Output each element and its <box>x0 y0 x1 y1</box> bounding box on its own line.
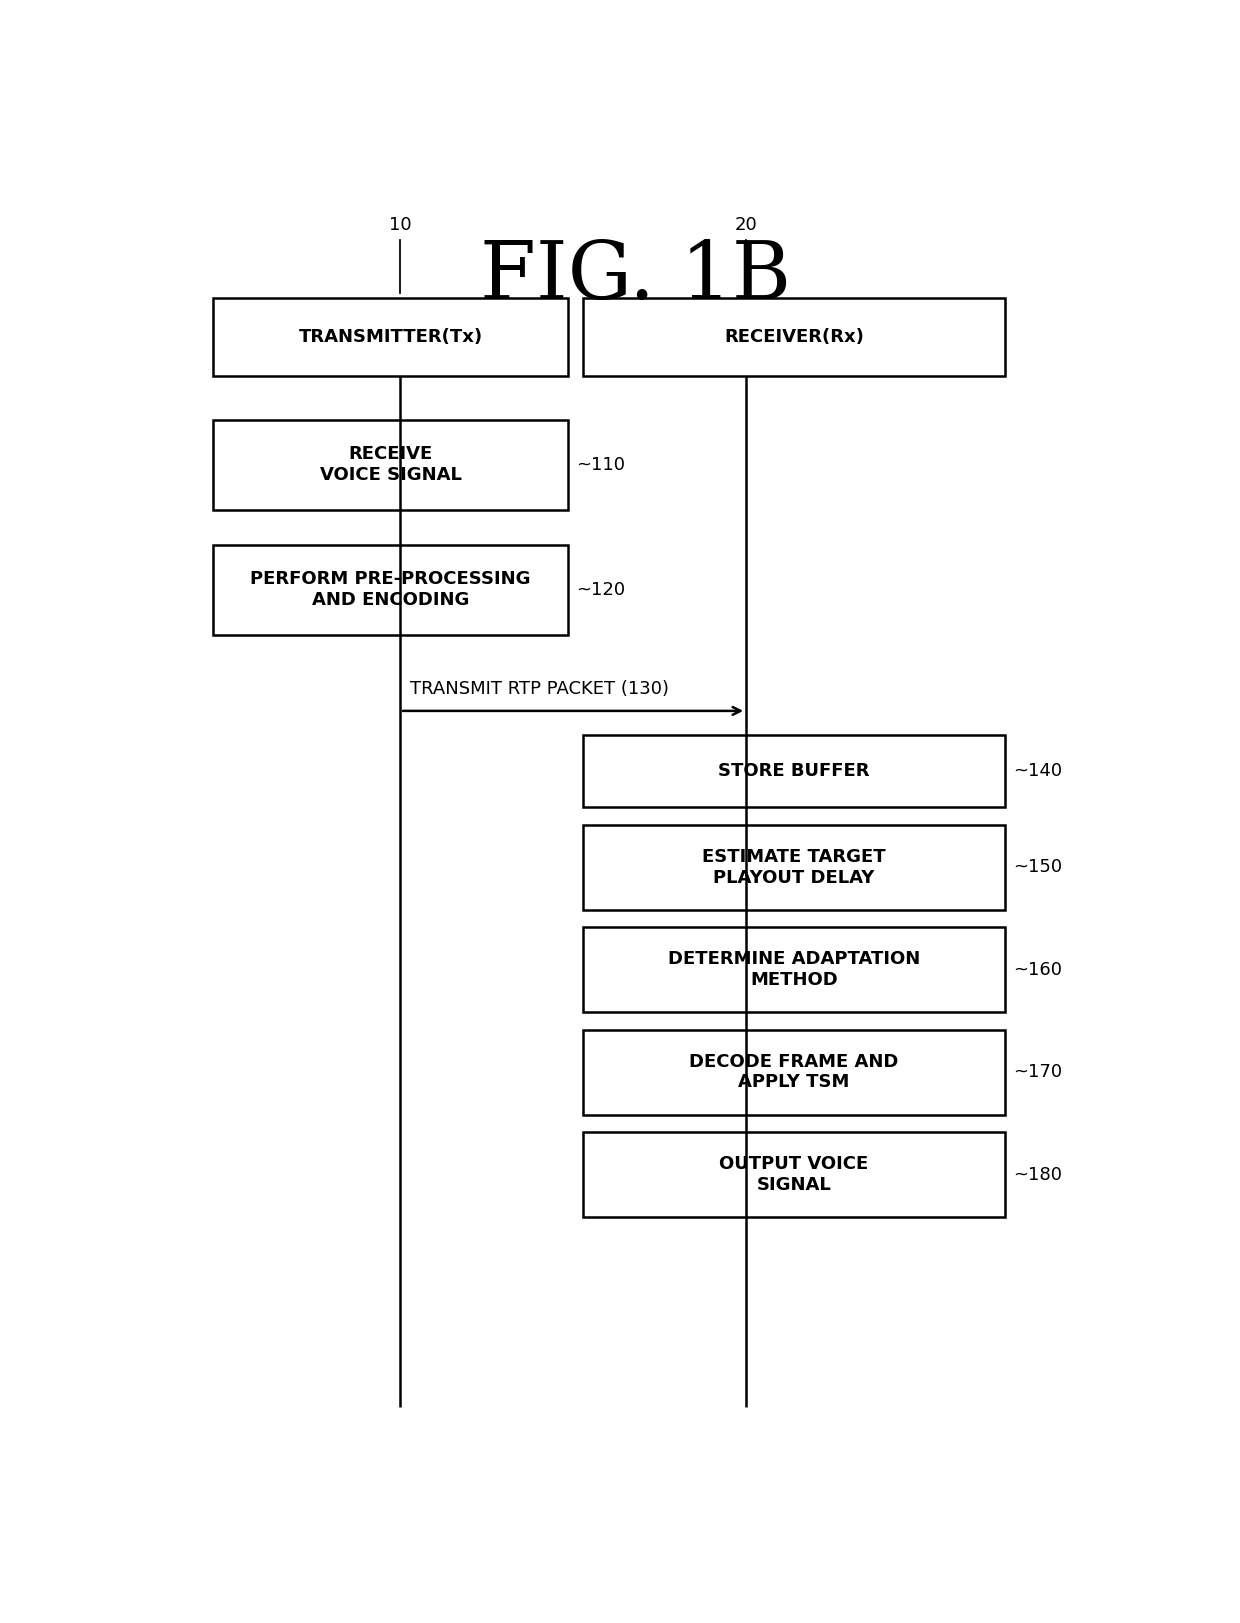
Text: TRANSMIT RTP PACKET (130): TRANSMIT RTP PACKET (130) <box>409 680 668 698</box>
FancyBboxPatch shape <box>583 1133 1006 1217</box>
Text: RECEIVE
VOICE SIGNAL: RECEIVE VOICE SIGNAL <box>320 445 461 484</box>
FancyBboxPatch shape <box>213 299 568 377</box>
FancyBboxPatch shape <box>213 420 568 510</box>
Text: ~150: ~150 <box>1013 859 1063 876</box>
FancyBboxPatch shape <box>583 299 1006 377</box>
Text: 10: 10 <box>389 216 412 234</box>
FancyBboxPatch shape <box>213 545 568 635</box>
FancyBboxPatch shape <box>583 735 1006 807</box>
Text: ~160: ~160 <box>1013 961 1063 979</box>
Text: STORE BUFFER: STORE BUFFER <box>718 761 869 781</box>
Text: OUTPUT VOICE
SIGNAL: OUTPUT VOICE SIGNAL <box>719 1156 869 1195</box>
Text: ~110: ~110 <box>575 456 625 474</box>
Text: ~140: ~140 <box>1013 761 1063 781</box>
FancyBboxPatch shape <box>583 927 1006 1013</box>
Text: 20: 20 <box>734 216 758 234</box>
FancyBboxPatch shape <box>583 1029 1006 1115</box>
Text: FIG. 1B: FIG. 1B <box>480 239 791 316</box>
Text: PERFORM PRE-PROCESSING
AND ENCODING: PERFORM PRE-PROCESSING AND ENCODING <box>250 570 531 609</box>
Text: TRANSMITTER(Tx): TRANSMITTER(Tx) <box>299 328 482 346</box>
Text: RECEIVER(Rx): RECEIVER(Rx) <box>724 328 864 346</box>
Text: ~120: ~120 <box>575 581 625 599</box>
FancyBboxPatch shape <box>583 824 1006 909</box>
Text: ~170: ~170 <box>1013 1063 1063 1081</box>
Text: DECODE FRAME AND
APPLY TSM: DECODE FRAME AND APPLY TSM <box>689 1053 899 1091</box>
Text: ESTIMATE TARGET
PLAYOUT DELAY: ESTIMATE TARGET PLAYOUT DELAY <box>702 847 885 886</box>
Text: ~180: ~180 <box>1013 1165 1063 1183</box>
Text: DETERMINE ADAPTATION
METHOD: DETERMINE ADAPTATION METHOD <box>668 949 920 988</box>
